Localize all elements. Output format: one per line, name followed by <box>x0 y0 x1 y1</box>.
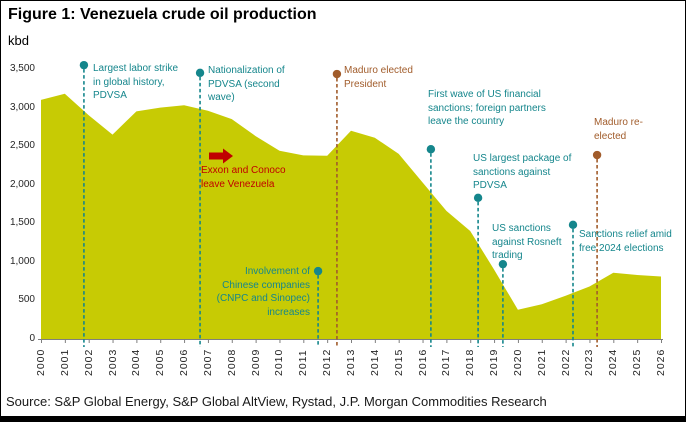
x-axis-label: 2015 <box>392 348 405 376</box>
x-axis-label: 2013 <box>344 348 357 376</box>
event-dot-pdvsa-nationalization <box>195 68 205 78</box>
bottom-rule <box>1 416 685 421</box>
x-axis-label: 2020 <box>511 348 524 376</box>
event-label-maduro-elected: Maduro elected President <box>344 65 413 90</box>
x-axis-label: 2005 <box>154 348 167 376</box>
event-label-pdvsa-nationalization: Nationalization of PDVSA (second wave) <box>208 65 285 103</box>
event-dot-first-us-sanctions <box>426 145 436 154</box>
y-axis-label: 1,500 <box>9 217 35 229</box>
y-axis-label: 1,000 <box>9 255 35 267</box>
event-dot-maduro-reelected <box>592 150 602 160</box>
event-label-first-us-sanctions: First wave of US financial sanctions; fo… <box>428 89 546 127</box>
event-dot-pdvsa-sanctions <box>473 193 483 203</box>
y-axis-label: 3,000 <box>9 101 35 113</box>
x-axis-label: 2024 <box>607 348 620 376</box>
event-label-maduro-reelected: Maduro re- elected <box>594 117 643 142</box>
y-axis-unit-label: kbd <box>8 33 29 48</box>
x-axis-label: 2007 <box>201 348 214 376</box>
y-axis-label: 2,500 <box>9 140 35 152</box>
x-axis-label: 2003 <box>106 348 119 376</box>
x-axis-label: 2019 <box>488 348 501 376</box>
figure-title: Figure 1: Venezuela crude oil production <box>8 6 317 23</box>
event-dot-chinese-companies <box>313 266 323 276</box>
x-axis-label: 2006 <box>178 348 191 376</box>
right-arrow-icon <box>209 148 233 164</box>
x-axis-label: 2017 <box>440 348 453 376</box>
event-dot-sanctions-relief <box>568 220 578 230</box>
event-dot-labor-strike <box>79 60 89 70</box>
event-label-labor-strike: Largest labor strike in global history, … <box>93 63 179 101</box>
production-area-series <box>41 93 661 339</box>
y-axis-label: 3,500 <box>9 63 35 74</box>
event-label-rosneft-sanctions: US sanctions against Rosneft trading <box>492 223 562 261</box>
event-label-exxon-conoco-exit: Exxon and Conoco leave Venezuela <box>201 165 286 190</box>
event-label-sanctions-relief: Sanctions relief amid free 2024 election… <box>579 229 672 254</box>
x-axis-label: 2008 <box>225 348 238 376</box>
event-label-pdvsa-sanctions: US largest package of sanctions against … <box>473 153 572 191</box>
y-axis-label: 2,000 <box>9 178 35 190</box>
x-axis-label: 2016 <box>416 348 429 376</box>
x-axis-label: 2014 <box>368 348 381 376</box>
x-axis-label: 2022 <box>559 348 572 376</box>
y-axis-label: 500 <box>18 294 35 306</box>
source-note: Source: S&P Global Energy, S&P Global Al… <box>6 394 547 409</box>
x-axis-label: 2025 <box>631 348 644 376</box>
x-axis-label: 2021 <box>535 348 548 376</box>
x-axis-label: 2011 <box>297 349 310 376</box>
x-axis-label: 2012 <box>321 348 334 376</box>
x-axis-label: 2000 <box>35 348 47 376</box>
y-axis-label: 0 <box>29 333 35 344</box>
x-axis-label: 2010 <box>273 348 286 376</box>
x-axis-label: 2026 <box>654 348 667 376</box>
x-axis-label: 2009 <box>249 348 262 376</box>
x-axis-label: 2004 <box>130 348 143 376</box>
x-axis-label: 2023 <box>583 348 596 376</box>
x-axis-label: 2002 <box>82 348 95 376</box>
x-axis-label: 2001 <box>58 348 71 376</box>
event-label-chinese-companies: Involvement of Chinese companies (CNPC a… <box>216 266 310 318</box>
event-dot-rosneft-sanctions <box>498 259 508 269</box>
x-axis-label: 2018 <box>464 348 477 376</box>
event-dot-maduro-elected <box>332 69 342 79</box>
